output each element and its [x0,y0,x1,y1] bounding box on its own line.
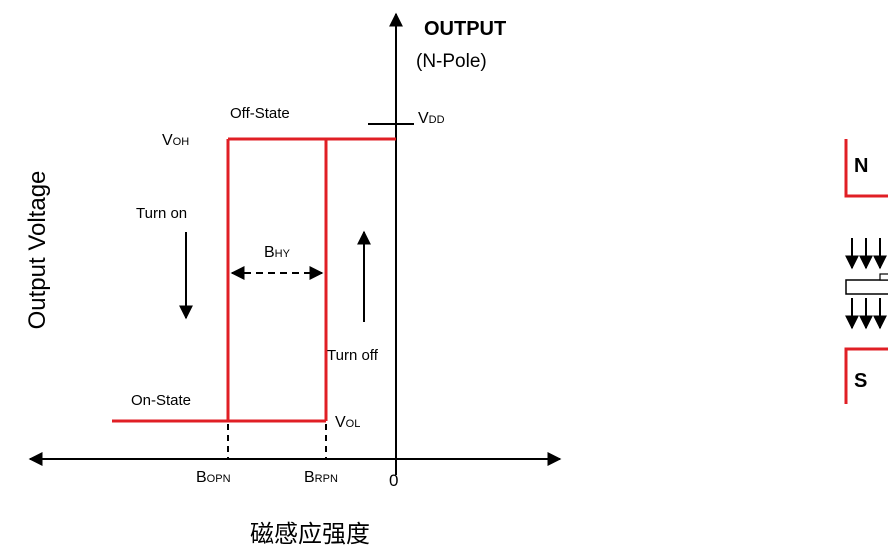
x-axis-title: 磁感应强度 [250,520,370,548]
output-pole: (N-Pole) [416,51,487,72]
voh-label: VOH [162,132,189,149]
y-axis-title: Output Voltage [24,171,51,330]
magnet-illustration: N S [844,139,888,404]
vol-label: VOL [335,414,360,431]
south-pole-bracket [844,347,888,404]
output-title: OUTPUT [424,18,506,40]
brpn-label: BRPN [304,469,338,486]
bopn-label: BOPN [196,469,231,486]
vdd-label: VDD [418,110,445,127]
sensor-mark [879,273,888,281]
south-pole-label: S [854,370,867,392]
hysteresis-curve [112,137,396,423]
flux-arrows-top [845,238,887,270]
off-state-label: Off-State [230,105,290,122]
on-state-label: On-State [131,392,191,409]
bhy-label: BHY [264,244,291,261]
turn-on-label: Turn on [136,205,187,222]
hall-sensor-chip [845,279,888,295]
north-pole-bracket [844,139,888,198]
north-pole-label: N [854,155,868,177]
zero-label: 0 [389,471,398,490]
turn-off-label: Turn off [327,347,379,364]
flux-arrows-bottom [845,298,887,330]
